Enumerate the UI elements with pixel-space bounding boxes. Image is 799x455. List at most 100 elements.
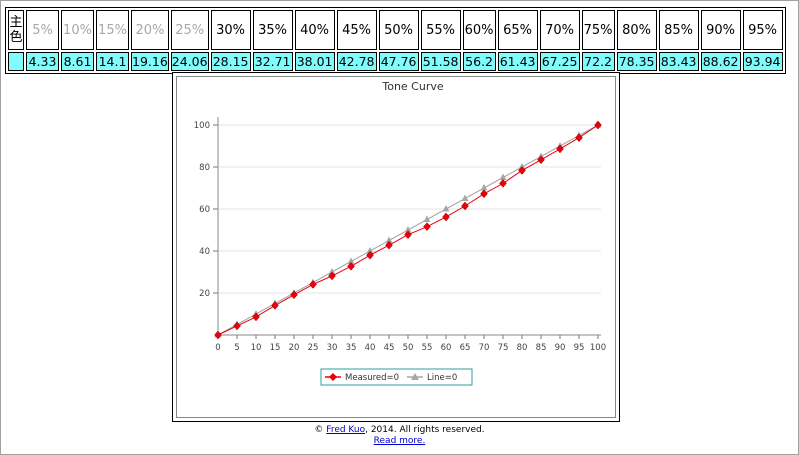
tone-table: 主色 5% 10% 15% 20% 25% 30% 35% 40% 45% 50% 55% 60% 65… [5,7,786,74]
series-point-0 [537,155,545,165]
y-tick-label: 60 [199,205,210,215]
tone-header-cell: 90% [700,10,741,50]
x-tick-label: 20 [289,343,300,353]
tone-value-cell: 14.1 [96,52,129,71]
legend-marker-measured [329,373,337,381]
series-point-0 [461,201,469,211]
tone-value-cell: 78.35 [616,52,657,71]
series-point-0 [480,189,488,199]
tone-value-cell: 88.62 [700,52,741,71]
tone-value-cell: 28.15 [210,52,251,71]
x-tick-label: 70 [479,343,490,353]
tone-header-cell: 55% [420,10,461,50]
x-tick-label: 55 [422,343,433,353]
x-tick-label: 80 [517,343,528,353]
tone-header-cell: 65% [497,10,538,50]
tone-value-cell: 42.78 [336,52,377,71]
series-point-1 [385,236,393,243]
x-tick-label: 30 [327,343,338,353]
footer: © Fred Kuo, 2014. All rights reserved. R… [0,425,799,447]
x-tick-label: 5 [234,343,239,353]
tone-value-cell: 67.25 [539,52,580,71]
chart-title: Tone Curve [381,80,444,93]
tone-header-cell: 80% [616,10,657,50]
y-tick-label: 40 [199,247,210,257]
tone-value-cell: 72.2 [581,52,615,71]
series-point-1 [347,257,355,264]
series-point-1 [442,205,450,212]
chart-frame [176,76,616,418]
x-tick-label: 100 [590,343,606,353]
row-header-empty-cell [8,52,24,71]
series-point-0 [594,120,602,130]
series-point-1 [461,194,469,201]
tone-header-cell: 20% [131,10,169,50]
tone-value-cell: 83.43 [658,52,699,71]
series-point-0 [499,179,507,188]
series-point-1 [404,226,412,233]
x-tick-label: 0 [215,343,220,353]
x-tick-label: 65 [460,343,471,353]
series-point-0 [309,280,317,289]
read-more-link[interactable]: Read more. [373,436,426,446]
series-point-0 [556,144,564,154]
x-tick-label: 90 [555,343,566,353]
series-point-0 [366,250,374,260]
y-tick-label: 20 [199,289,210,299]
tone-value-cell: 4.33 [26,52,59,71]
x-tick-label: 50 [403,343,414,353]
tone-header-cell: 5% [26,10,59,50]
series-point-0 [271,301,279,310]
x-tick-label: 25 [308,343,319,353]
tone-header-cell: 25% [170,10,209,50]
tone-header-cell: 10% [61,10,94,50]
tone-header-row: 主色 5% 10% 15% 20% 25% 30% 35% 40% 45% 50% 55% 60% 65… [8,10,783,50]
series-point-0 [233,321,241,331]
series-point-0 [442,212,450,222]
x-tick-label: 10 [251,343,262,353]
x-tick-label: 60 [441,343,452,353]
tone-value-cell: 32.71 [252,52,293,71]
tone-header-cell: 15% [96,10,129,50]
x-tick-label: 15 [270,343,281,353]
tone-header-cell: 75% [581,10,615,50]
tone-header-cell: 35% [252,10,293,50]
legend-label-reference: Line=0 [427,373,457,383]
tone-header-cell: 45% [336,10,377,50]
author-link[interactable]: Fred Kuo [326,425,366,435]
series-point-0 [518,166,526,175]
tone-curve-chart: Tone Curve 20 40 60 80 100 0 5 10 15 20 25 30 35 40 45 5… [194,80,606,386]
tone-header-cell: 60% [462,10,496,50]
x-tick-label: 45 [384,343,395,353]
tone-header-cell: 30% [210,10,251,50]
legend-box [320,368,473,386]
copyright-symbol: © [314,425,324,435]
y-tick-label: 100 [194,121,210,131]
legend-marker-reference [411,373,419,380]
x-tick-label: 75 [498,343,509,353]
chart-container: Tone Curve 20 40 60 80 100 0 5 10 15 20 25 30 35 40 45 5… [172,72,620,422]
series-point-0 [252,312,260,322]
tone-value-cell: 47.76 [378,52,419,71]
series-point-1 [366,247,374,254]
tone-value-cell: 51.58 [420,52,461,71]
tone-value-cell: 93.94 [742,52,783,71]
x-tick-label: 35 [346,343,357,353]
series-point-0 [575,133,583,143]
tone-header-cell: 95% [742,10,783,50]
tone-header-cell: 85% [658,10,699,50]
x-tick-label: 95 [574,343,585,353]
tone-value-cell: 8.61 [61,52,94,71]
tone-header-cell: 40% [294,10,335,50]
tone-value-cell: 19.16 [131,52,169,71]
series-point-1 [480,184,488,191]
tone-value-cell: 24.06 [170,52,209,71]
series-point-0 [347,261,355,271]
series-point-1 [499,173,507,180]
series-point-0 [290,290,298,300]
series-point-0 [214,330,222,340]
tone-value-row: 4.33 8.61 14.1 19.16 24.06 28.15 32.71 38.01 42.… [8,52,783,71]
series-point-0 [328,271,336,281]
tone-header-cell: 70% [539,10,580,50]
copyright-text: , 2014. All rights reserved. [365,425,485,435]
